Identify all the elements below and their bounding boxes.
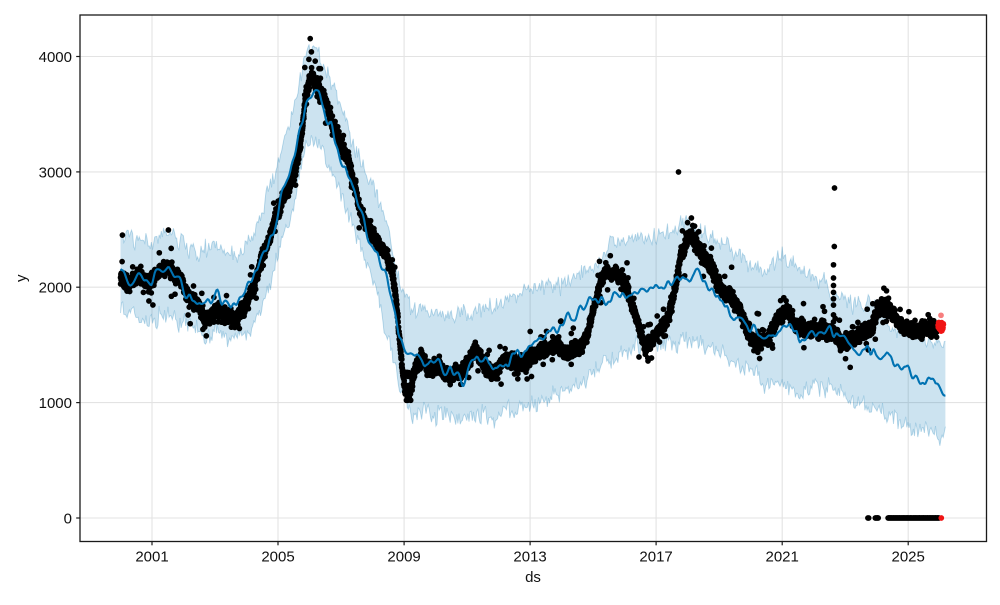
svg-text:2000: 2000 [39, 280, 72, 297]
svg-text:4000: 4000 [39, 49, 72, 66]
svg-text:2021: 2021 [766, 549, 799, 566]
svg-text:0: 0 [64, 510, 72, 527]
svg-text:1000: 1000 [39, 395, 72, 412]
svg-text:2001: 2001 [135, 549, 168, 566]
svg-text:2017: 2017 [639, 549, 672, 566]
svg-text:y: y [13, 274, 30, 282]
svg-text:2009: 2009 [387, 549, 420, 566]
svg-text:ds: ds [525, 569, 541, 586]
svg-text:2013: 2013 [513, 549, 546, 566]
svg-text:2005: 2005 [261, 549, 294, 566]
svg-text:3000: 3000 [39, 164, 72, 181]
svg-text:2025: 2025 [892, 549, 925, 566]
